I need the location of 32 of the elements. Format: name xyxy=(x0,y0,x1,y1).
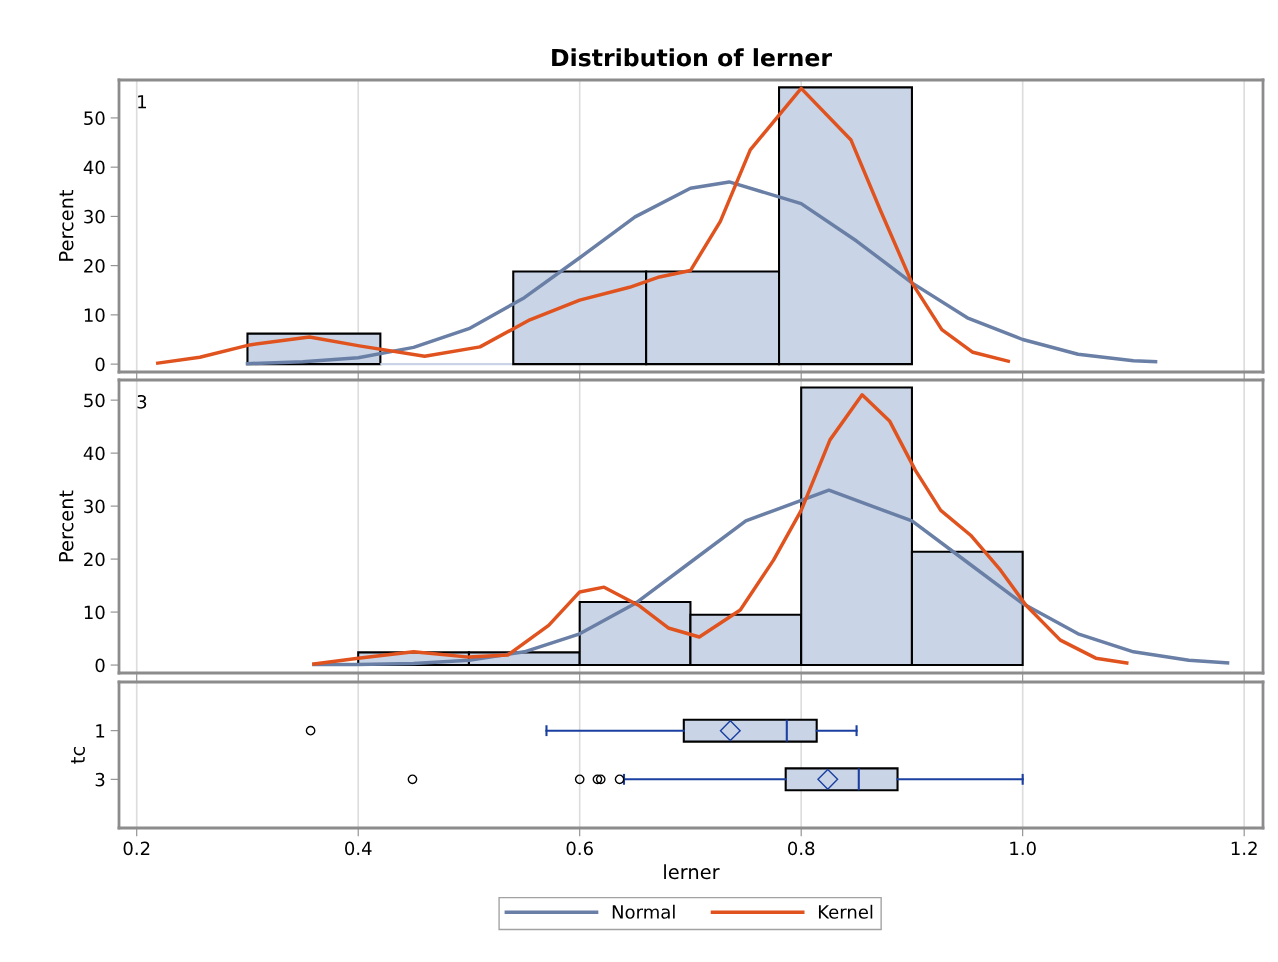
line-series xyxy=(312,393,1129,666)
y-tick-label: 40 xyxy=(83,160,105,175)
x-tick-label: 0.6 xyxy=(566,841,593,856)
y-tick-label: 0 xyxy=(95,658,105,673)
x-tick-label: 0.4 xyxy=(345,841,372,856)
line-series xyxy=(245,180,1158,366)
line-series xyxy=(156,86,1011,365)
y-tick-label: 1 xyxy=(96,724,105,738)
y-axis-title: Percent xyxy=(59,490,74,562)
legend-label: Kernel xyxy=(818,904,873,919)
y-tick-label: 0 xyxy=(95,357,105,372)
legend-label: Normal xyxy=(612,904,675,919)
y-tick-label: 40 xyxy=(83,446,105,461)
x-tick-label: 1.0 xyxy=(1010,841,1036,856)
y-tick-label: 50 xyxy=(84,393,105,408)
y-tick-label: 10 xyxy=(84,605,105,620)
x-tick-label: 1.2 xyxy=(1231,841,1257,855)
y-axis-title: tc xyxy=(71,747,85,764)
y-tick-label: 20 xyxy=(84,259,105,273)
x-axis-title: lerner xyxy=(664,864,720,880)
y-tick-label: 20 xyxy=(84,552,105,567)
y-axis-title: Percent xyxy=(59,189,74,261)
y-tick-label: 10 xyxy=(84,308,105,322)
y-tick-label: 30 xyxy=(84,499,105,514)
y-tick-label: 30 xyxy=(84,209,105,224)
annotation: 1 xyxy=(138,95,146,109)
annotation: 3 xyxy=(137,394,147,409)
chart-title: Distribution of lerner xyxy=(552,48,832,67)
x-tick-label: 0.8 xyxy=(788,841,815,856)
x-tick-label: 0.2 xyxy=(123,841,150,856)
y-tick-label: 50 xyxy=(84,111,105,126)
y-tick-label: 3 xyxy=(95,772,105,787)
